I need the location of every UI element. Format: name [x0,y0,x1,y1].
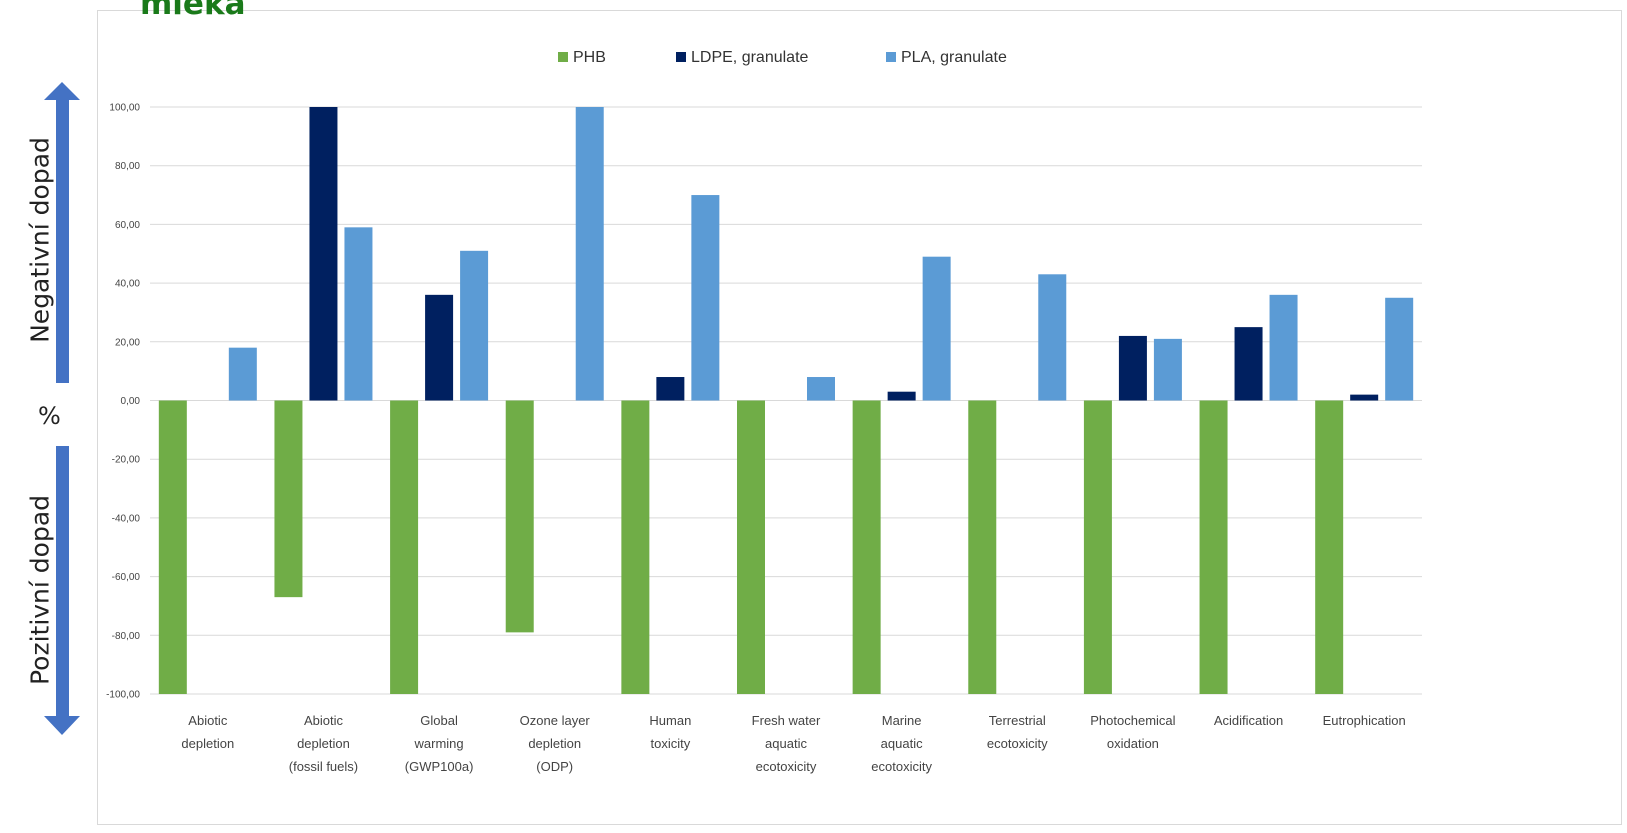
x-tick-label: Human toxicity [649,713,691,751]
side-arrows [44,82,80,735]
bar-phb [1199,400,1228,694]
y-tick-label: -40,00 [112,513,141,524]
up-arrow-head [44,82,80,100]
y-tick-label: 0,00 [121,396,141,407]
bar-phb [968,400,997,694]
legend: PHB LDPE, granulate PLA, granulate [558,49,1007,66]
bar-pla [344,227,373,401]
legend-label: LDPE, granulate [691,49,809,66]
bar-phb [1315,400,1344,694]
bar-pla [691,195,720,401]
x-tick-label: Acidification [1214,713,1283,728]
grid-lines [150,106,1422,695]
bar-pla [1269,294,1298,401]
x-tick-label: Abiotic depletion (fossil fuels) [289,713,358,774]
legend-label: PHB [573,49,606,66]
page-heading: mléka [140,0,246,22]
bar-phb [1083,400,1112,694]
legend-swatch [676,52,686,62]
y-tick-label: 40,00 [115,279,140,290]
bar-ldpe [1234,327,1263,401]
bar-phb [505,400,534,633]
bar-pla [1385,297,1414,401]
bar-pla [228,347,257,401]
positive-impact-label: Pozitivní dopad [25,494,55,686]
legend-label: PLA, granulate [901,49,1007,66]
bar-ldpe [1118,335,1147,401]
legend-swatch [886,52,896,62]
y-tick-label: 100,00 [109,103,140,114]
down-arrow-shaft [56,446,69,716]
x-tick-label: Eutrophication [1323,713,1406,728]
bar-pla [460,250,489,401]
y-tick-label: 20,00 [115,337,140,348]
bar-ldpe [309,107,338,401]
bar-phb [737,400,765,694]
bar-phb [274,400,303,598]
bar-pla [1153,338,1182,401]
bar-phb [390,400,419,694]
bar-pla [807,377,835,401]
legend-swatch [558,52,568,62]
bar-ldpe [425,294,454,401]
x-tick-label: Fresh water aquatic ecotoxicity [752,713,821,774]
x-tick-label: Terrestrial ecotoxicity [987,713,1048,751]
y-axis-ticks: -100,00 -80,00 -60,00 -40,00 -20,00 0,00 20,00… [106,103,140,701]
negative-impact-label: Negativní dopad [25,137,55,343]
percent-label: % [38,402,61,430]
y-tick-label: 60,00 [115,220,140,231]
x-axis-labels: Abiotic depletion Abiotic depletion (fossil … [181,713,1405,774]
bar-pla [575,107,604,401]
y-tick-label: -100,00 [106,690,140,701]
bar-phb [621,400,650,694]
x-tick-label: Abiotic depletion [181,713,234,751]
y-tick-label: -60,00 [112,572,141,583]
bars [158,107,1414,694]
bar-ldpe [887,391,916,401]
x-tick-label: Marine aquatic ecotoxicity [871,713,932,774]
bar-phb [158,400,187,694]
y-tick-label: 80,00 [115,161,140,172]
bar-pla [922,256,951,401]
up-arrow-shaft [56,100,69,383]
y-tick-label: -80,00 [112,631,141,642]
bar-ldpe [1350,394,1379,401]
down-arrow-head [44,716,80,735]
x-tick-label: Photochemical oxidation [1090,713,1175,751]
bar-pla [1038,274,1067,401]
x-tick-label: Global warming (GWP100a) [405,713,474,774]
x-tick-label: Ozone layer depletion (ODP) [520,713,591,774]
y-tick-label: -20,00 [112,455,141,466]
bar-phb [852,400,881,694]
chart-frame [97,10,1622,825]
bar-ldpe [656,377,685,401]
